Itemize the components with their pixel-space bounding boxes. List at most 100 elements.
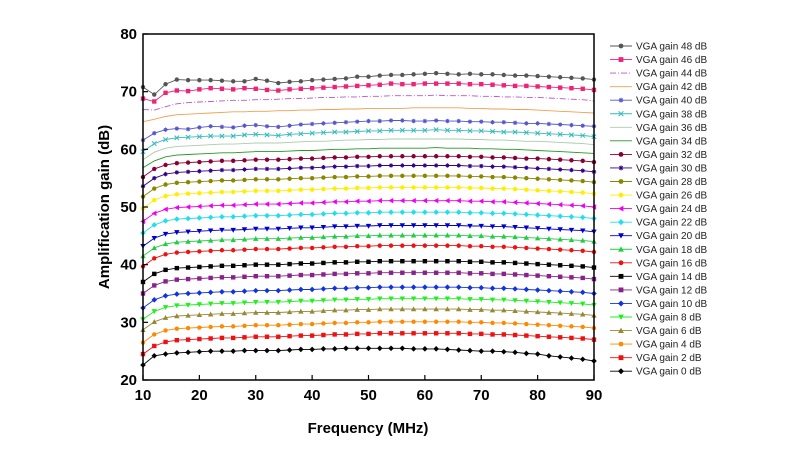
data-point xyxy=(163,267,168,273)
data-point xyxy=(343,199,349,205)
data-point xyxy=(253,323,258,328)
data-point xyxy=(343,186,349,191)
data-point xyxy=(377,243,382,248)
data-point xyxy=(489,297,496,303)
data-point xyxy=(343,155,349,160)
data-point xyxy=(152,186,157,191)
data-point xyxy=(478,128,484,134)
data-point xyxy=(162,351,169,357)
data-point xyxy=(490,320,495,326)
legend-marker xyxy=(618,355,624,361)
data-point xyxy=(219,86,225,91)
legend-item: VGA gain 20 dB xyxy=(610,231,707,242)
legend-item: VGA gain 46 dB xyxy=(610,55,707,66)
data-point xyxy=(185,229,191,235)
data-point xyxy=(343,233,349,239)
data-point xyxy=(524,156,529,161)
data-point xyxy=(535,273,540,278)
data-point xyxy=(501,174,506,180)
data-point xyxy=(490,72,495,77)
series-line xyxy=(142,147,595,169)
legend-marker xyxy=(618,165,624,171)
data-point xyxy=(197,190,202,196)
data-point xyxy=(501,348,507,355)
legend-label: VGA gain 18 dB xyxy=(636,245,707,256)
series-line xyxy=(142,94,595,111)
data-point xyxy=(456,185,461,190)
data-point xyxy=(208,133,214,139)
data-point xyxy=(433,81,439,86)
data-point xyxy=(219,214,225,220)
data-point xyxy=(231,248,236,253)
y-axis-label: Amplification gain (dB) xyxy=(96,125,113,289)
data-point xyxy=(197,249,202,254)
legend-marker xyxy=(618,97,624,103)
data-point xyxy=(207,289,214,296)
legend-item: VGA gain 42 dB xyxy=(610,82,707,93)
data-point xyxy=(568,132,575,138)
data-point xyxy=(332,186,337,191)
data-point xyxy=(242,335,247,340)
data-point xyxy=(580,248,585,254)
data-point xyxy=(196,238,203,244)
legend-item: VGA gain 6 dB xyxy=(610,326,702,337)
data-point xyxy=(163,127,168,132)
data-point xyxy=(400,81,405,87)
data-point xyxy=(151,319,157,324)
data-point xyxy=(444,232,451,238)
series-vga-gain-24-db xyxy=(140,197,597,225)
data-point xyxy=(579,289,586,296)
data-point xyxy=(264,309,270,315)
data-point xyxy=(321,321,326,326)
data-point xyxy=(479,331,484,337)
data-point xyxy=(534,309,541,315)
data-point xyxy=(197,169,202,174)
data-point xyxy=(399,232,406,238)
legend-marker xyxy=(618,246,624,252)
data-point xyxy=(445,71,450,76)
legend-item: VGA gain 36 dB xyxy=(610,123,707,134)
data-point xyxy=(162,206,168,213)
data-point xyxy=(196,229,203,234)
data-point xyxy=(331,199,337,205)
data-point xyxy=(388,319,394,324)
data-point xyxy=(445,154,450,159)
data-point xyxy=(580,123,585,128)
series-vga-gain-20-db xyxy=(140,223,597,249)
data-point xyxy=(287,188,292,193)
data-point xyxy=(489,233,496,239)
data-point xyxy=(376,284,383,290)
data-point xyxy=(320,346,327,352)
data-point xyxy=(365,128,372,134)
data-point xyxy=(445,259,450,264)
data-point xyxy=(388,185,394,190)
data-point xyxy=(501,199,506,205)
data-point xyxy=(219,237,225,243)
data-point xyxy=(445,319,450,324)
data-point xyxy=(568,301,575,307)
data-point xyxy=(534,299,541,305)
legend-label: VGA gain 46 dB xyxy=(636,55,707,66)
data-point xyxy=(569,263,574,269)
data-point xyxy=(355,74,360,79)
data-point xyxy=(411,243,416,248)
data-point xyxy=(546,246,552,252)
data-point xyxy=(422,306,428,312)
data-point xyxy=(230,301,236,307)
x-tick-label: 10 xyxy=(135,387,152,404)
data-point xyxy=(433,331,439,336)
data-point xyxy=(208,336,213,341)
data-point xyxy=(411,72,416,77)
data-point xyxy=(456,163,461,168)
data-point xyxy=(388,81,394,86)
data-point xyxy=(456,270,461,275)
data-point xyxy=(163,162,168,168)
series-vga-gain-32-db xyxy=(140,154,597,180)
data-point xyxy=(524,333,529,338)
data-point xyxy=(163,279,168,284)
data-point xyxy=(433,71,439,76)
data-point xyxy=(456,296,462,302)
data-point xyxy=(512,349,518,356)
data-point xyxy=(242,189,247,194)
x-tick-label: 60 xyxy=(417,387,434,404)
